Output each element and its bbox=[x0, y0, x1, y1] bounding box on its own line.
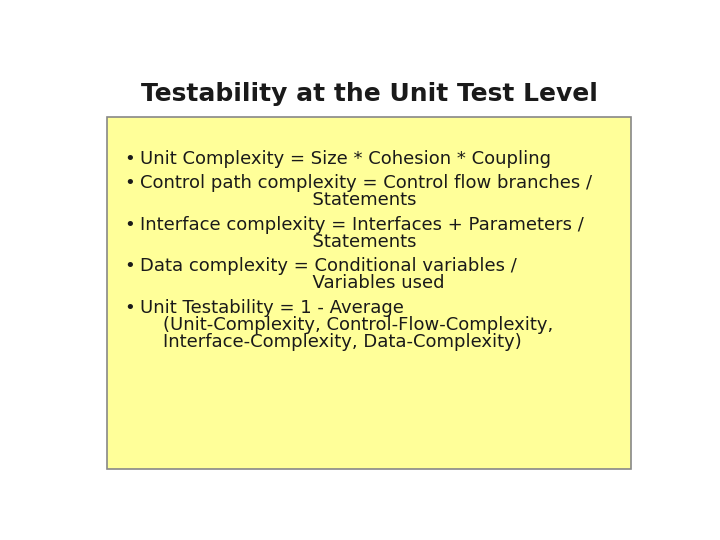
Text: •: • bbox=[124, 215, 135, 234]
Text: Testability at the Unit Test Level: Testability at the Unit Test Level bbox=[140, 82, 598, 106]
Text: Statements: Statements bbox=[140, 233, 416, 251]
Text: Data complexity = Conditional variables /: Data complexity = Conditional variables … bbox=[140, 257, 516, 275]
Text: •: • bbox=[124, 257, 135, 275]
Text: •: • bbox=[124, 174, 135, 192]
Text: Interface complexity = Interfaces + Parameters /: Interface complexity = Interfaces + Para… bbox=[140, 215, 583, 234]
Text: (Unit-Complexity, Control-Flow-Complexity,: (Unit-Complexity, Control-Flow-Complexit… bbox=[140, 316, 553, 334]
Text: Control path complexity = Control flow branches /: Control path complexity = Control flow b… bbox=[140, 174, 592, 192]
Text: •: • bbox=[124, 150, 135, 167]
Text: Interface-Complexity, Data-Complexity): Interface-Complexity, Data-Complexity) bbox=[140, 333, 521, 351]
Text: Variables used: Variables used bbox=[140, 274, 444, 292]
Text: Unit Complexity = Size * Cohesion * Coupling: Unit Complexity = Size * Cohesion * Coup… bbox=[140, 150, 551, 167]
Text: Unit Testability = 1 - Average: Unit Testability = 1 - Average bbox=[140, 299, 403, 317]
Text: •: • bbox=[124, 299, 135, 317]
FancyBboxPatch shape bbox=[107, 117, 631, 469]
Text: Statements: Statements bbox=[140, 191, 416, 209]
